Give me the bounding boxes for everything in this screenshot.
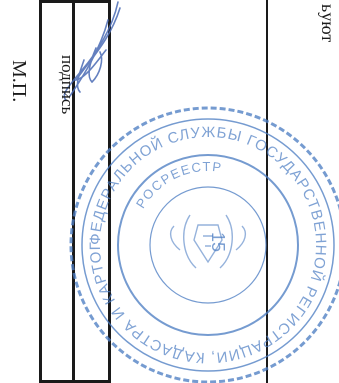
form-line-2 [72, 0, 75, 383]
signature-label: подпись [58, 55, 77, 115]
form-top-edge [39, 0, 111, 3]
seal-number: 15 [208, 232, 228, 252]
form-line-3 [108, 0, 111, 383]
form-line-4 [266, 0, 268, 383]
form-border-left [39, 0, 42, 383]
stamp-place-label: М.П. [8, 60, 30, 103]
form-bottom-edge [39, 380, 111, 383]
partial-document-text: ьуют [318, 4, 338, 43]
